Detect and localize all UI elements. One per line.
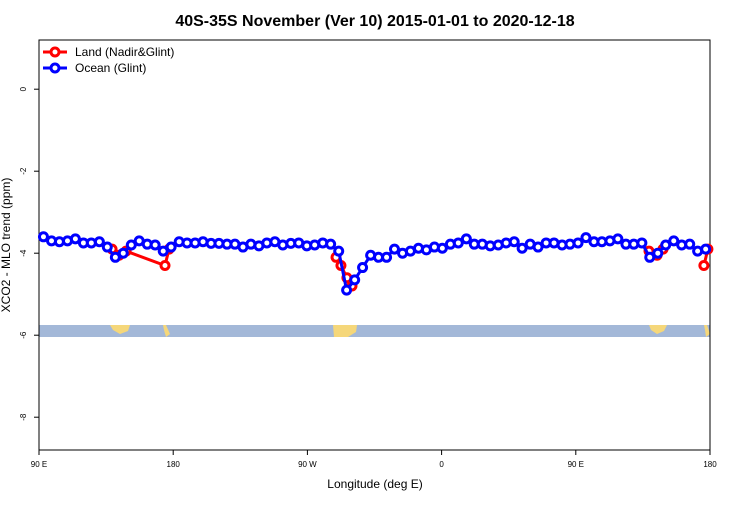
legend-marker	[49, 62, 61, 74]
legend-label: Land (Nadir&Glint)	[75, 45, 174, 59]
data-point	[388, 243, 400, 255]
data-point	[612, 233, 624, 245]
data-point	[636, 237, 648, 249]
data-point	[93, 236, 105, 248]
data-point	[333, 245, 345, 257]
land-shape	[110, 325, 130, 334]
land-shape	[704, 325, 710, 337]
x-tick-label: 0	[439, 460, 444, 469]
data-point	[532, 241, 544, 253]
y-tick-label: -2	[19, 167, 28, 175]
x-axis-label: Longitude (deg E)	[327, 477, 422, 491]
data-point	[109, 251, 121, 263]
data-point	[157, 245, 169, 257]
ocean-band	[39, 325, 710, 337]
data-point	[436, 242, 448, 254]
data-point	[508, 236, 520, 248]
data-point	[37, 231, 49, 243]
land-shape	[649, 325, 667, 334]
land-strip	[39, 325, 710, 337]
data-point	[644, 251, 656, 263]
data-point	[668, 235, 680, 247]
data-point	[684, 238, 696, 250]
x-tick-label: 180	[167, 460, 181, 469]
data-point	[698, 260, 710, 271]
data-point	[660, 239, 672, 251]
data-point	[572, 237, 584, 249]
data-point	[349, 274, 361, 286]
chart-title: 40S-35S November (Ver 10) 2015-01-01 to …	[175, 13, 574, 30]
land-shape	[333, 325, 357, 337]
data-point	[149, 239, 161, 251]
data-point	[125, 239, 137, 251]
y-tick-label: -4	[19, 249, 28, 257]
data-point	[381, 251, 393, 263]
data-point	[460, 233, 472, 245]
x-tick-label: 90 E	[568, 460, 584, 469]
x-tick-label: 90 W	[298, 460, 317, 469]
y-tick-label: -8	[19, 413, 28, 421]
data-point	[516, 242, 528, 254]
data-point	[341, 284, 353, 296]
data-point	[652, 247, 664, 259]
data-point	[580, 232, 592, 244]
data-point	[700, 243, 712, 255]
y-tick-label: 0	[19, 86, 28, 91]
x-tick-label: 180	[703, 460, 717, 469]
data-point	[69, 233, 81, 245]
data-point	[165, 241, 177, 253]
land-shape	[163, 325, 170, 337]
data-point	[159, 260, 171, 271]
y-axis-label: XCO2 - MLO trend (ppm)	[0, 178, 13, 313]
x-tick-label: 90 E	[31, 460, 47, 469]
data-point	[452, 237, 464, 249]
data-point	[101, 241, 113, 253]
legend-marker	[49, 46, 61, 58]
data-point	[117, 247, 129, 259]
data-point	[357, 262, 369, 274]
data-point	[325, 238, 337, 250]
legend-label: Ocean (Glint)	[75, 61, 146, 75]
y-tick-label: -6	[19, 331, 28, 339]
